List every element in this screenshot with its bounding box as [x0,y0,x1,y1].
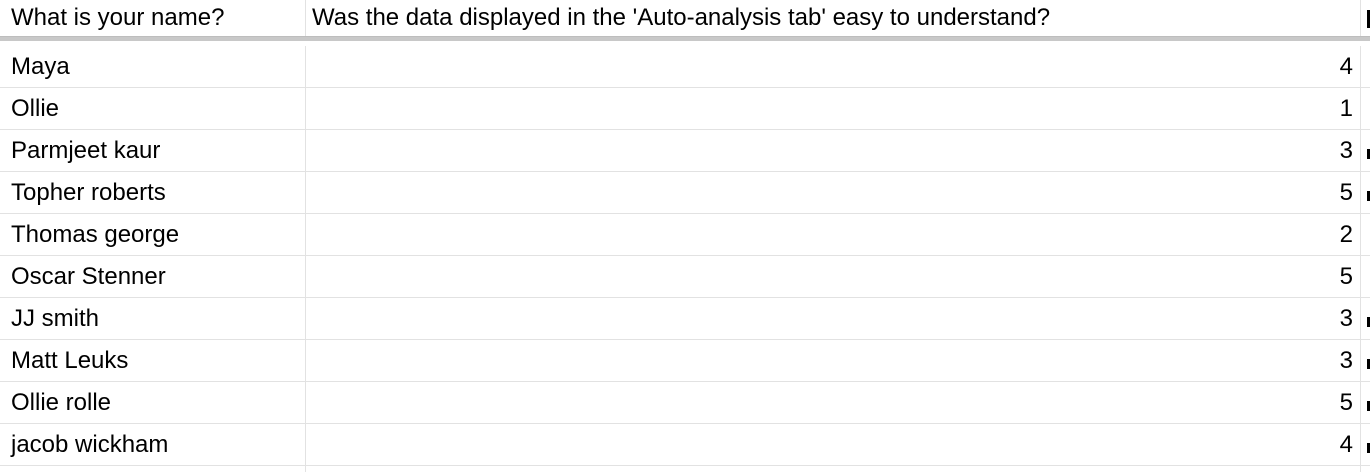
frozen-row-divider[interactable] [0,36,1370,41]
next-column-cell[interactable] [1361,424,1370,465]
name-cell[interactable]: Maya [0,46,306,87]
header-cell-next-column[interactable] [1361,0,1370,36]
next-column-cell[interactable] [1361,256,1370,297]
next-column-cell[interactable] [1361,214,1370,255]
rating-cell[interactable] [306,466,1361,472]
next-column-cell[interactable] [1361,382,1370,423]
table-row: Thomas george 2 [0,214,1370,256]
table-row: Parmjeet kaur 3 [0,130,1370,172]
rating-cell[interactable]: 3 [306,340,1361,381]
rating-cell[interactable]: 3 [306,298,1361,339]
name-cell[interactable]: Thomas george [0,214,306,255]
name-cell[interactable]: Parmjeet kaur [0,130,306,171]
cut-off-text-fragment [1367,148,1370,159]
cut-off-text-fragment [1367,10,1370,28]
table-row: Ollie 1 [0,88,1370,130]
rating-cell[interactable]: 5 [306,256,1361,297]
next-column-cell[interactable] [1361,340,1370,381]
name-cell[interactable] [0,466,306,472]
rating-cell[interactable]: 4 [306,424,1361,465]
name-cell[interactable]: Ollie [0,88,306,129]
cut-off-text-fragment [1367,190,1370,201]
table-row: jacob wickham 4 [0,424,1370,466]
cut-off-text-fragment [1367,358,1370,369]
table-row: Maya 4 [0,46,1370,88]
table-row: JJ smith 3 [0,298,1370,340]
next-column-cell[interactable] [1361,130,1370,171]
header-cell-name[interactable]: What is your name? [0,0,306,36]
header-cell-question[interactable]: Was the data displayed in the 'Auto-anal… [306,0,1361,36]
name-cell[interactable]: Oscar Stenner [0,256,306,297]
table-row-partial [0,466,1370,472]
table-row: Matt Leuks 3 [0,340,1370,382]
next-column-cell[interactable] [1361,298,1370,339]
name-cell[interactable]: jacob wickham [0,424,306,465]
name-cell[interactable]: Ollie rolle [0,382,306,423]
rating-cell[interactable]: 5 [306,382,1361,423]
rating-cell[interactable]: 5 [306,172,1361,213]
next-column-cell[interactable] [1361,88,1370,129]
rating-cell[interactable]: 2 [306,214,1361,255]
table-row: Ollie rolle 5 [0,382,1370,424]
rating-cell[interactable]: 3 [306,130,1361,171]
next-column-cell[interactable] [1361,46,1370,87]
cut-off-text-fragment [1367,316,1370,327]
next-column-cell[interactable] [1361,466,1370,472]
table-row: Oscar Stenner 5 [0,256,1370,298]
rating-cell[interactable]: 1 [306,88,1361,129]
table-row: Topher roberts 5 [0,172,1370,214]
name-cell[interactable]: Topher roberts [0,172,306,213]
cut-off-text-fragment [1367,442,1370,453]
name-cell[interactable]: Matt Leuks [0,340,306,381]
cut-off-text-fragment [1367,400,1370,411]
next-column-cell[interactable] [1361,172,1370,213]
rating-cell[interactable]: 4 [306,46,1361,87]
name-cell[interactable]: JJ smith [0,298,306,339]
header-row: What is your name? Was the data displaye… [0,0,1370,36]
